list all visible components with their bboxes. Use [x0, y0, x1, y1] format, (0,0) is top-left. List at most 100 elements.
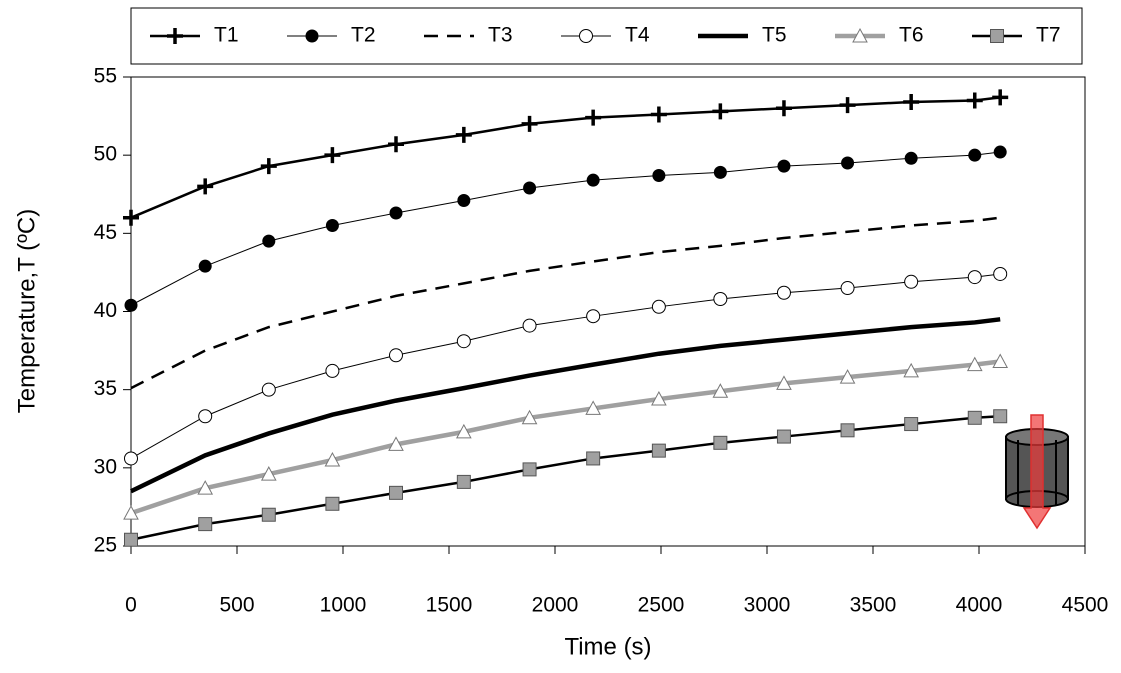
marker: [124, 532, 138, 547]
x-tick-label: 1000: [320, 594, 367, 617]
series-line: [130, 216, 1001, 390]
marker: [904, 274, 919, 289]
series: [124, 266, 1008, 466]
y-tick-label: 50: [94, 143, 117, 166]
marker: [262, 234, 276, 248]
x-tick-label: 500: [219, 594, 254, 617]
legend-label: T7: [1036, 24, 1061, 47]
marker: [651, 299, 666, 314]
marker: [903, 94, 920, 111]
x-tick-label: 0: [125, 594, 137, 617]
marker: [839, 369, 856, 384]
marker: [325, 219, 339, 233]
legend-label: T1: [214, 24, 239, 47]
x-tick-label: 2000: [532, 594, 579, 617]
marker: [455, 126, 472, 143]
x-tick-label: 4000: [956, 594, 1003, 617]
marker: [652, 168, 666, 182]
marker: [522, 318, 537, 333]
marker: [650, 106, 667, 123]
marker: [586, 173, 600, 187]
marker: [992, 89, 1009, 106]
legend-label: T6: [899, 24, 924, 47]
marker: [904, 417, 919, 432]
marker: [775, 100, 792, 117]
series-line: [130, 273, 1001, 459]
legend-marker: [167, 28, 183, 44]
marker: [456, 474, 471, 489]
marker: [523, 181, 537, 195]
marker: [841, 156, 855, 170]
marker: [197, 178, 214, 195]
marker: [967, 270, 982, 285]
marker: [967, 410, 982, 425]
marker: [968, 148, 982, 162]
marker: [776, 375, 792, 390]
marker: [651, 443, 666, 458]
marker: [776, 429, 791, 444]
x-tick-label: 3000: [744, 594, 791, 617]
y-tick-label: 40: [94, 299, 117, 322]
plot-frame: [130, 76, 1086, 547]
x-axis-label: Time (s): [564, 633, 651, 660]
series: [124, 409, 1008, 547]
marker: [197, 480, 214, 495]
marker: [966, 92, 983, 109]
series-line: [130, 317, 1001, 494]
marker: [713, 291, 728, 306]
legend-box: [130, 7, 1083, 65]
legend-label: T3: [488, 24, 513, 47]
marker: [457, 194, 471, 208]
marker: [651, 390, 667, 406]
y-tick-label: 45: [94, 221, 117, 244]
legend-label: T2: [351, 24, 376, 47]
series-line: [130, 96, 1001, 219]
y-tick-label: 35: [94, 377, 117, 400]
marker: [198, 409, 213, 424]
x-tick-label: 2500: [638, 594, 685, 617]
legend-marker: [990, 29, 1004, 43]
x-tick-label: 1500: [426, 594, 473, 617]
series: [130, 317, 1001, 494]
marker: [261, 382, 276, 397]
marker: [261, 507, 276, 522]
marker: [839, 97, 856, 114]
marker: [389, 206, 403, 220]
x-tick-label: 3500: [850, 594, 897, 617]
marker: [586, 309, 601, 324]
marker: [198, 259, 212, 273]
sample-icon: [1005, 414, 1069, 530]
marker: [324, 147, 341, 164]
marker: [198, 517, 213, 532]
marker: [124, 451, 138, 466]
marker: [776, 285, 791, 300]
marker: [713, 165, 727, 179]
series: [123, 89, 1009, 226]
marker: [521, 115, 538, 132]
marker: [389, 485, 403, 500]
marker: [325, 496, 340, 511]
legend-label: T5: [762, 24, 787, 47]
marker: [260, 158, 277, 175]
y-tick-label: 25: [94, 534, 117, 557]
marker: [903, 362, 919, 378]
marker: [389, 348, 403, 363]
legend-marker: [305, 29, 319, 43]
marker: [840, 281, 855, 296]
y-tick-label: 55: [94, 65, 117, 88]
marker: [388, 136, 404, 153]
marker: [712, 383, 729, 398]
series: [124, 145, 1007, 312]
marker: [840, 423, 855, 438]
legend-label: T4: [625, 24, 650, 47]
marker: [522, 462, 537, 477]
marker: [585, 400, 601, 415]
marker: [324, 451, 341, 467]
y-axis-label: Temperature,T (ºC): [13, 209, 40, 413]
marker: [325, 363, 340, 378]
marker: [260, 466, 277, 481]
legend-marker: [852, 27, 868, 43]
marker: [993, 409, 1008, 424]
